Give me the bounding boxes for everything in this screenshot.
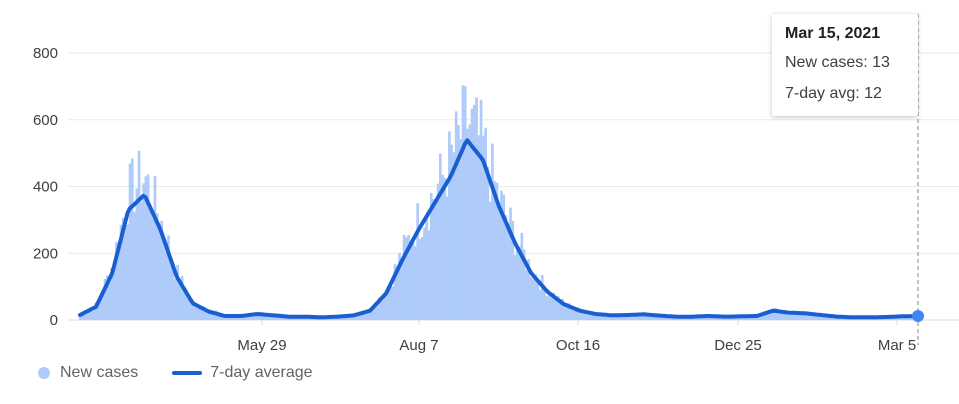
avg-legend-icon bbox=[172, 371, 203, 375]
legend-new-cases[interactable]: New cases bbox=[60, 364, 139, 381]
y-tick-label: 800 bbox=[33, 45, 58, 62]
tooltip-avg: 7-day avg: 12 bbox=[785, 85, 882, 102]
seven-day-average-line bbox=[78, 138, 920, 320]
hover-marker[interactable] bbox=[912, 310, 924, 322]
x-tick-label: Oct 16 bbox=[556, 337, 600, 354]
y-tick-label: 600 bbox=[33, 112, 58, 129]
y-axis-ticks: 0 200 400 600 800 bbox=[33, 45, 58, 329]
tooltip: Mar 15, 2021 New cases: 13 7-day avg: 12 bbox=[772, 14, 918, 116]
x-axis-ticks: May 29 Aug 7 Oct 16 Dec 25 Mar 5 bbox=[237, 337, 916, 354]
new-cases-legend-icon bbox=[38, 367, 50, 379]
x-tick-label: Aug 7 bbox=[399, 337, 438, 354]
x-tick-label: May 29 bbox=[237, 337, 286, 354]
tooltip-date: Mar 15, 2021 bbox=[785, 25, 881, 42]
legend: New cases 7-day average bbox=[38, 364, 313, 382]
y-tick-label: 0 bbox=[50, 312, 58, 329]
y-tick-label: 400 bbox=[33, 179, 58, 196]
x-tick-label: Mar 5 bbox=[878, 337, 916, 354]
tooltip-new-cases: New cases: 13 bbox=[785, 54, 890, 71]
y-tick-label: 200 bbox=[33, 245, 58, 262]
legend-avg[interactable]: 7-day average bbox=[210, 364, 313, 381]
x-tick-label: Dec 25 bbox=[714, 337, 762, 354]
